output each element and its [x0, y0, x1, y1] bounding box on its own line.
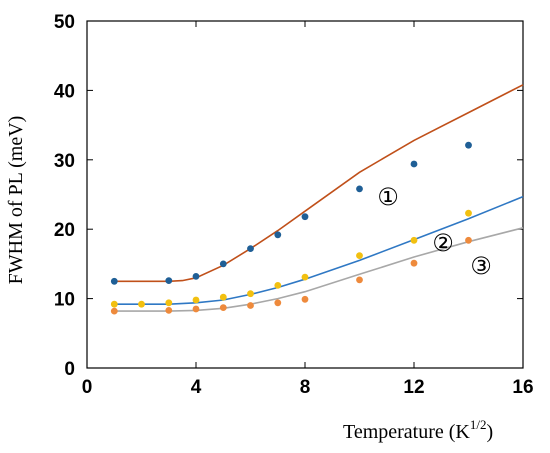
y-tick-label: 30: [54, 151, 75, 172]
data-point-series-2: [138, 300, 145, 308]
data-point-series-1: [274, 231, 282, 239]
y-tick-label: 20: [54, 220, 75, 241]
data-point-series-2: [192, 296, 200, 304]
data-point-series-2: [356, 252, 363, 259]
data-point-series-1: [165, 277, 173, 284]
data-point-series-3: [301, 295, 309, 303]
x-tick-label: 8: [300, 377, 311, 398]
data-points: [110, 141, 472, 315]
data-point-series-3: [247, 302, 254, 309]
data-point-series-1: [465, 141, 472, 149]
data-point-series-3: [410, 259, 418, 267]
data-point-series-1: [410, 160, 418, 168]
series-labels: ① ②③: [377, 183, 492, 280]
x-tick-label: 12: [403, 377, 424, 398]
data-point-series-1: [192, 273, 200, 280]
fit-line-2: [114, 195, 524, 305]
data-point-series-3: [110, 307, 118, 315]
data-point-series-2: [465, 209, 472, 217]
data-point-series-2: [301, 273, 309, 281]
series-label-1: ①: [377, 183, 399, 211]
series-label-3: ③: [470, 252, 492, 280]
data-point-series-2: [110, 300, 118, 308]
data-point-series-3: [465, 236, 472, 244]
data-point-series-2: [165, 299, 173, 307]
data-point-series-3: [165, 307, 173, 314]
y-tick-label: 10: [54, 290, 75, 311]
y-tick-label: 0: [64, 359, 75, 380]
x-tick-labels: 0 4 8 12 16: [82, 377, 534, 398]
data-point-series-2: [247, 290, 254, 298]
data-point-series-2: [274, 282, 282, 289]
y-tick-label: 50: [54, 12, 75, 33]
y-axis-label: FWHM of PL (meV): [5, 116, 27, 285]
x-tick-label: 16: [512, 377, 533, 398]
data-point-series-3: [192, 305, 200, 313]
y-tick-labels: 0 10 20 30 40 50: [54, 12, 75, 380]
data-point-series-2: [410, 236, 418, 244]
fit-line-1: [114, 84, 524, 283]
plot-frame: [86, 20, 524, 369]
data-point-series-1: [247, 245, 254, 253]
data-point-series-1: [301, 213, 309, 221]
series-label-2: ②: [432, 229, 454, 257]
data-point-series-2: [219, 293, 227, 301]
x-tick-label: 4: [191, 377, 202, 398]
x-tick-label: 0: [82, 377, 93, 398]
data-point-series-1: [356, 185, 363, 193]
data-point-series-3: [274, 299, 282, 307]
data-point-series-3: [356, 276, 363, 284]
fit-lines: [114, 84, 524, 312]
x-axis-label: Temperature (K1/2): [343, 417, 493, 443]
y-tick-label: 40: [54, 81, 75, 102]
data-point-series-1: [219, 260, 227, 268]
tick-marks: [87, 21, 523, 368]
data-point-series-3: [219, 304, 227, 311]
fit-line-3: [114, 227, 524, 312]
data-point-series-1: [110, 277, 118, 285]
